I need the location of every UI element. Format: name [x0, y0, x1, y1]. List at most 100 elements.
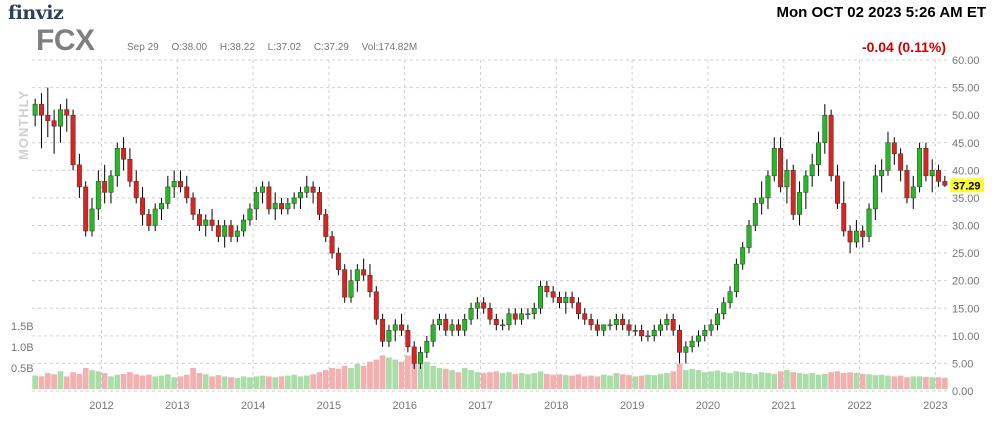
volume-bar — [379, 355, 386, 389]
candle-body — [620, 319, 626, 326]
volume-bar — [607, 375, 613, 389]
volume-bar — [840, 373, 847, 389]
volume-bar — [348, 368, 354, 389]
candle-body — [228, 225, 234, 237]
volume-bar — [278, 376, 285, 389]
volume-bar — [392, 359, 399, 389]
y-tick-label: 20.00 — [952, 276, 980, 288]
last-price-value: 37.29 — [953, 180, 981, 192]
candle-body — [651, 330, 657, 337]
candle-body — [841, 203, 847, 232]
volume-bar — [815, 374, 822, 389]
volume-bar — [215, 375, 222, 389]
volume-bar — [664, 373, 670, 389]
candle-body — [519, 313, 525, 320]
volume-bar — [803, 373, 809, 389]
x-tick-label: 2018 — [544, 400, 568, 412]
candle-body — [645, 335, 651, 338]
candle-body — [253, 192, 259, 210]
volume-bar — [152, 376, 159, 389]
candle-body — [152, 208, 158, 226]
candle-body — [721, 302, 727, 315]
candle-body — [512, 313, 518, 320]
candle-body — [298, 192, 303, 199]
candle-body — [95, 181, 101, 210]
y-tick-label: 30.00 — [952, 221, 980, 233]
volume-bar — [386, 357, 392, 389]
candle-body — [392, 324, 398, 331]
x-tick-label: 2023 — [923, 400, 947, 412]
volume-bar — [904, 377, 910, 389]
volume-bar — [575, 374, 582, 389]
volume-bar — [487, 372, 493, 389]
y-tick-label: 50.00 — [952, 110, 980, 122]
candle-body — [860, 230, 866, 237]
candle-body — [670, 319, 676, 331]
candle-body — [563, 296, 569, 303]
volume-bar — [651, 375, 658, 389]
volume-bar — [752, 373, 759, 389]
volume-bar — [689, 368, 695, 389]
volume-bar — [253, 376, 260, 389]
volume-bar — [423, 361, 430, 389]
candle-body — [569, 296, 575, 303]
x-tick-label: 2015 — [317, 400, 341, 412]
volume-bar — [101, 373, 108, 389]
volume-bar — [310, 374, 316, 389]
candle-body — [588, 319, 594, 326]
volume-bar — [240, 376, 247, 389]
candle-body — [872, 175, 878, 210]
candle-body — [114, 148, 120, 177]
y-tick-label: 5.00 — [952, 358, 973, 370]
volume-bar — [322, 370, 329, 389]
candle-body — [291, 197, 297, 204]
candle-body — [323, 214, 329, 237]
y-axis: 0.00 5.00 10.00 15.00 20.00 25.00 30.00 35.00 40… — [952, 55, 980, 398]
volume-bar — [562, 375, 569, 389]
candle-body — [272, 203, 278, 210]
volume-bar — [76, 373, 83, 389]
candle-body — [247, 208, 253, 221]
candle-body — [127, 159, 133, 182]
volume-bar — [247, 377, 253, 389]
volume-bar — [518, 373, 525, 389]
volume-bar — [70, 372, 76, 389]
candle-body — [171, 181, 177, 188]
candle-body — [778, 148, 784, 188]
candle-body — [76, 164, 82, 188]
candle-body — [493, 319, 499, 326]
volume-bar — [853, 373, 860, 389]
volume-bar — [171, 377, 177, 389]
price-change: -0.04 (0.11%) — [861, 39, 946, 55]
candle-body — [209, 219, 215, 226]
candle-body — [803, 175, 809, 193]
volume-bar — [916, 376, 923, 389]
volume-bar — [695, 370, 702, 389]
x-tick-label: 2014 — [241, 400, 265, 412]
candle-body — [159, 203, 164, 210]
y-tick-label: 35.00 — [952, 193, 980, 205]
volume-bar — [866, 374, 872, 389]
volume-bar — [461, 368, 468, 389]
candle-body — [399, 324, 405, 331]
volume-bar — [676, 363, 683, 389]
candle-body — [234, 230, 240, 237]
volume-bar — [790, 372, 797, 389]
x-tick-label: 2021 — [772, 400, 796, 412]
x-tick-label: 2022 — [847, 400, 871, 412]
volume-tick-label: 1.0B — [11, 342, 34, 354]
volume-bar — [120, 373, 127, 389]
volume-bar — [777, 371, 784, 389]
volume-bar — [190, 368, 196, 389]
volume-bar — [158, 375, 165, 389]
candle-body — [83, 186, 89, 232]
candle-body — [752, 203, 758, 226]
volume-bar — [373, 359, 380, 389]
candle-body — [468, 308, 474, 320]
x-tick-label: 2016 — [392, 400, 416, 412]
finviz-logo[interactable]: finviz — [8, 2, 64, 24]
volume-bar — [63, 376, 70, 389]
candle-body — [525, 313, 531, 316]
candle-body — [639, 330, 645, 337]
